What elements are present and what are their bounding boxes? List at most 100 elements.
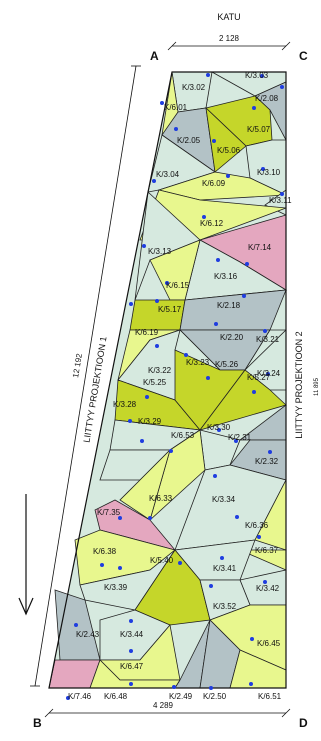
anchor-dot [129, 682, 133, 686]
right-length-label: 11 895 [314, 377, 320, 396]
bottom-width-label: 4 289 [153, 701, 174, 710]
anchor-dot [140, 439, 144, 443]
panel-label: K/3.39 [104, 583, 128, 592]
panel-label: K/6.09 [202, 179, 226, 188]
anchor-dot [214, 322, 218, 326]
anchor-dot [74, 623, 78, 627]
anchor-dot [263, 329, 267, 333]
panel-label: K/6.15 [166, 281, 190, 290]
anchor-dot [129, 649, 133, 653]
left-dimension [30, 65, 141, 687]
panel-label: K/2.50 [203, 692, 227, 701]
anchor-dot [160, 101, 164, 105]
anchor-dot [280, 192, 284, 196]
panel-labels: K/3.02 K/3.03 K/2.08 K/6.01 K/5.07 K/2.05 K/5.… [68, 71, 292, 701]
anchor-dot [266, 372, 270, 376]
anchor-dots [66, 73, 284, 700]
anchor-dot [184, 353, 188, 357]
top-width-label: 2 128 [219, 34, 240, 43]
panel-label: K/6.47 [120, 662, 144, 671]
panel-label: K/2.08 [255, 94, 279, 103]
panel-k-6-09 [157, 171, 287, 201]
panel-label: K/3.23 [186, 358, 210, 367]
panel-label: K/6.53 [171, 431, 195, 440]
anchor-dot [245, 262, 249, 266]
anchor-dot [252, 106, 256, 110]
anchor-dot [212, 139, 216, 143]
anchor-dot [261, 167, 265, 171]
panel-label: K/2.18 [217, 301, 241, 310]
anchor-dot [178, 561, 182, 565]
panel-label: K/6.37 [255, 546, 279, 555]
anchor-dot [128, 419, 132, 423]
panel-label: K/3.11 [269, 196, 292, 205]
anchor-dot [118, 516, 122, 520]
corner-a: A [150, 49, 159, 63]
anchor-dot [268, 450, 272, 454]
panel-label: K/6.48 [104, 692, 128, 701]
corner-d: D [299, 716, 308, 730]
panel-label: K/3.02 [182, 83, 206, 92]
anchor-dot [213, 474, 217, 478]
panel-label: K/3.03 [245, 71, 269, 80]
anchor-dot [129, 302, 133, 306]
panel-label: K/5.40 [150, 556, 174, 565]
direction-arrow [18, 494, 34, 616]
panel-label: K/6.19 [135, 328, 159, 337]
panel-label: K/5.06 [217, 146, 241, 155]
panel-label: K/5.07 [247, 125, 271, 134]
top-dimension [167, 41, 291, 51]
anchor-dot [220, 556, 224, 560]
panel-label: K/3.10 [257, 168, 281, 177]
panels-group [48, 71, 288, 689]
panel-label: K/5.17 [158, 305, 182, 314]
panel-label: K/2.32 [255, 457, 279, 466]
panel-label: K/3.21 [256, 335, 280, 344]
anchor-dot [216, 258, 220, 262]
corner-c: C [299, 49, 308, 63]
panel-label: K/6.36 [245, 521, 269, 530]
panel-label: K/3.22 [148, 366, 172, 375]
anchor-dot [234, 439, 238, 443]
panel-label: K/2.20 [220, 333, 244, 342]
anchor-dot [165, 281, 169, 285]
panel-label: K/6.01 [164, 103, 188, 112]
panel-label: K/6.45 [257, 639, 281, 648]
anchor-dot [129, 619, 133, 623]
anchor-dot [174, 127, 178, 131]
panel-label: K/7.14 [248, 243, 272, 252]
panel-label: K/3.42 [256, 584, 280, 593]
panel-label: K/6.38 [93, 547, 117, 556]
anchor-dot [100, 563, 104, 567]
anchor-dot [152, 179, 156, 183]
panel-label: K/3.44 [120, 630, 144, 639]
anchor-dot [155, 344, 159, 348]
anchor-dot [242, 294, 246, 298]
anchor-dot [148, 516, 152, 520]
panel-label: K/5.25 [143, 378, 167, 387]
anchor-dot [260, 74, 264, 78]
panel-label: K/6.51 [258, 692, 282, 701]
anchor-dot [202, 215, 206, 219]
panel-label: K/2.43 [76, 630, 100, 639]
anchor-dot [155, 299, 159, 303]
panel-k-5-06 [205, 106, 247, 173]
panel-label: K/3.13 [148, 247, 172, 256]
panel-label: K/5.26 [215, 360, 239, 369]
panel-label: K/3.24 [257, 369, 281, 378]
panel-k-5-40 [134, 549, 211, 626]
anchor-dot [235, 515, 239, 519]
right-side-label: LIITTYY PROJEKTIOON 2 [294, 331, 304, 438]
panel-label: K/2.31 [228, 433, 252, 442]
bottom-dimension [44, 708, 291, 718]
anchor-dot [206, 73, 210, 77]
panel-label: K/6.33 [149, 494, 173, 503]
street-label: KATU [217, 12, 240, 22]
panel-label: K/3.41 [213, 564, 237, 573]
panel-label: K/3.29 [138, 417, 162, 426]
panel-label: K/5.27 [247, 373, 271, 382]
anchor-dot [206, 376, 210, 380]
panel-label: K/3.34 [212, 495, 236, 504]
panel-label: K/2.49 [169, 692, 193, 701]
